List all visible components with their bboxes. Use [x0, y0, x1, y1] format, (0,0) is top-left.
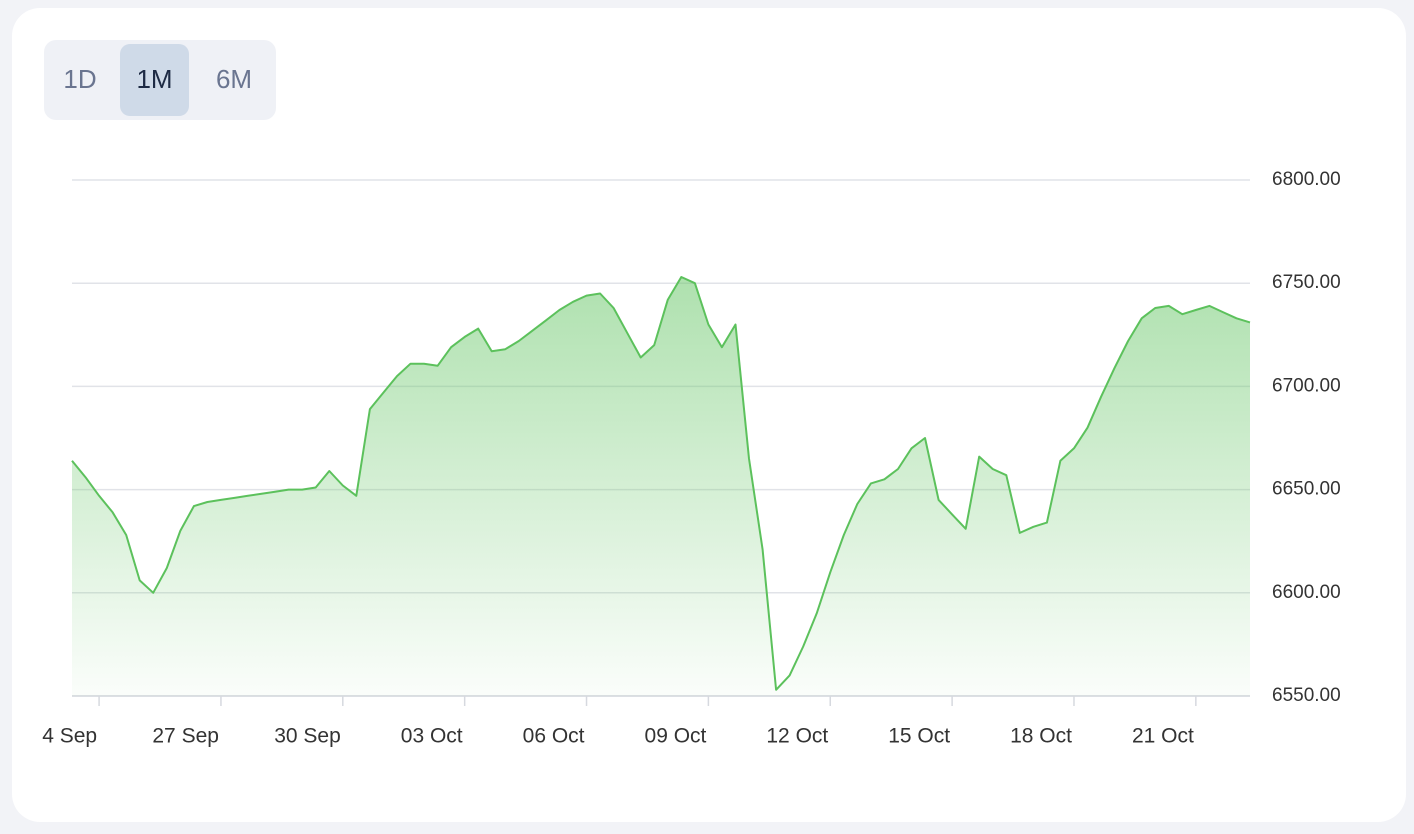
x-tick-label: 03 Oct: [401, 725, 463, 748]
x-tick-label: 27 Sep: [152, 725, 219, 748]
range-button-label[interactable]: 1D: [63, 64, 96, 94]
range-button-label[interactable]: 6M: [216, 64, 252, 94]
y-tick-label: 6600.00: [1272, 582, 1341, 603]
y-tick-label: 6700.00: [1272, 375, 1341, 396]
x-tick-label: 12 Oct: [766, 725, 828, 748]
x-tick-label: 06 Oct: [523, 725, 585, 748]
y-tick-label: 6650.00: [1272, 479, 1341, 500]
x-tick-label: 18 Oct: [1010, 725, 1072, 748]
y-tick-label: 6550.00: [1272, 685, 1341, 706]
x-tick-label: 21 Oct: [1132, 725, 1194, 748]
area-fill: [72, 277, 1250, 696]
range-button[interactable]: [120, 44, 189, 116]
y-tick-label: 6800.00: [1272, 169, 1341, 190]
range-button-label[interactable]: 1M: [136, 64, 172, 94]
x-tick-label: 30 Sep: [274, 725, 341, 748]
x-tick-label: 24 Sep: [31, 725, 98, 748]
x-tick-label: 09 Oct: [645, 725, 707, 748]
x-tick-label: 15 Oct: [888, 725, 950, 748]
price-line: [71, 276, 1251, 691]
y-tick-label: 6750.00: [1272, 272, 1341, 293]
